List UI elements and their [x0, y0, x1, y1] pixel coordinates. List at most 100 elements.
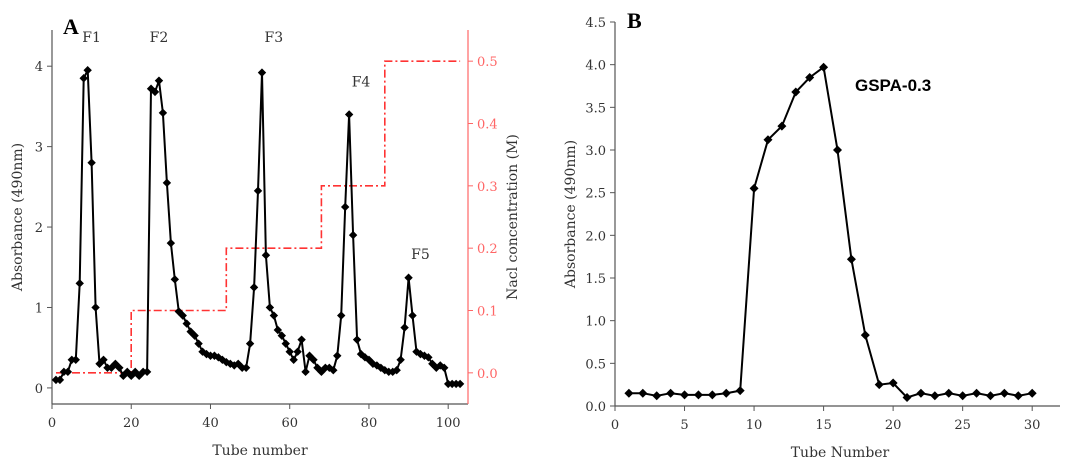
panel-b-y-axis-title: Absorbance (490nm) [563, 140, 579, 289]
panel-b-data-point [638, 388, 648, 398]
panel-a-y-tick-label: 1 [35, 301, 43, 316]
panel-b-data-point [930, 391, 940, 401]
panel-a-data-point [253, 186, 263, 196]
panel-a-data-point [285, 347, 294, 356]
panel-a-x-tick-label: 0 [48, 416, 56, 431]
panel-a-data-point [154, 76, 164, 85]
panel-a-data-point [408, 311, 417, 320]
panel-a-data-point [396, 355, 405, 364]
panel-b-data-point [666, 388, 676, 398]
panel-b-data-point [902, 392, 912, 402]
panel-b-markers [624, 62, 1037, 402]
panel-a-y2-tick-label: 0.5 [477, 55, 498, 70]
panel-b-sample-label: GSPA-0.3 [855, 76, 931, 95]
panel-a-y2-tick-label: 0.3 [477, 180, 498, 195]
panel-b-data-point [777, 121, 787, 131]
panel-b-data-point [944, 388, 954, 398]
panel-a-data-point [115, 363, 124, 373]
panel-a-x-tick-label: 20 [123, 416, 140, 431]
panel-b-data-point [1027, 388, 1037, 398]
panel-b-x-axis-title: Tube Number [791, 445, 890, 461]
panel-b-y-tick-label: 3.0 [585, 144, 606, 159]
panel-b-y-tick-label: 2.5 [585, 187, 606, 202]
panel-a-data-point [261, 251, 271, 260]
panel-a-data-point [273, 325, 283, 335]
panel-a-x-tick-label: 40 [202, 416, 219, 431]
panel-a-y-tick-label: 2 [35, 221, 43, 236]
panel-a-data-point [309, 355, 318, 364]
panel-a-peak-label: F4 [352, 74, 371, 90]
panel-a-data-point [348, 230, 358, 240]
panel-b: B 0 5 10 15 20 25 30 0.0 0.5 1.0 1.5 2.0 2.5 3.0 3.5 4… [563, 8, 1060, 461]
panel-a-data-point [392, 366, 401, 375]
panel-b-y-tick-label: 4.0 [585, 59, 606, 74]
panel-b-y-tick-label: 1.0 [585, 315, 606, 330]
panel-b-x-tick-label: 0 [611, 418, 619, 433]
panel-a-data-point [83, 66, 92, 75]
panel-a-data-point [230, 361, 239, 370]
panel-b-y-tick-label: 3.5 [585, 101, 606, 116]
panel-a-y2-ticks: 0.0 0.1 0.2 0.3 0.4 0.5 [468, 55, 498, 382]
panel-b-data-point [819, 62, 829, 72]
panel-b-data-point [958, 391, 968, 401]
panel-b-data-point [999, 388, 1009, 398]
panel-a-data-point [63, 367, 73, 377]
panel-b-series-line [628, 65, 1033, 399]
panel-b-y-tick-label: 0.5 [585, 357, 606, 372]
panel-a-data-point [281, 339, 290, 348]
panel-b-data-point [805, 72, 815, 82]
panel-b-data-point [707, 390, 717, 400]
panel-b-data-point [846, 254, 856, 264]
panel-a-data-point [142, 367, 152, 377]
panel-a-x-axis-title: Tube number [212, 443, 308, 459]
panel-a-data-point [424, 353, 433, 362]
panel-a-data-point [245, 339, 255, 348]
panel-b-data-point [833, 145, 842, 155]
panel-b-x-tick-label: 20 [885, 418, 902, 433]
panel-a-data-point [158, 108, 168, 118]
panel-a-data-point [79, 74, 88, 83]
panel-b-data-point [791, 87, 801, 97]
panel-a-data-point [71, 355, 80, 364]
panel-a-y-ticks: 0 1 2 3 4 [35, 60, 52, 397]
panel-a-data-point [170, 275, 180, 284]
panel-a-data-point [182, 319, 191, 328]
panel-b-data-point [652, 391, 662, 401]
panel-a-data-point [162, 178, 172, 188]
panel-a-y-axis-title: Absorbance (490nm) [10, 143, 26, 292]
panel-b-x-tick-label: 30 [1024, 418, 1041, 433]
panel-a-peak-label: F3 [265, 30, 284, 46]
panel-a-y-tick-label: 4 [35, 60, 43, 75]
panel-a-data-point [293, 347, 302, 356]
panel-b-x-tick-label: 15 [815, 418, 832, 433]
panel-b-data-point [1013, 391, 1023, 401]
panel-a-y-tick-label: 0 [35, 382, 43, 397]
panel-b-data-point [680, 390, 690, 400]
panel-b-y-tick-label: 0.0 [585, 400, 606, 415]
panel-a-data-point [265, 303, 275, 312]
panel-a-peak-labels: F1 F2 F3 F4 F5 [82, 30, 429, 263]
panel-b-data-point [888, 378, 898, 388]
panel-b-data-point [985, 391, 995, 401]
panel-a-letter: A [63, 14, 79, 39]
panel-b-data-point [763, 135, 773, 145]
panel-a-data-point [75, 279, 84, 288]
panel-b-x-tick-label: 25 [954, 418, 971, 433]
panel-b-data-point [916, 388, 926, 398]
panel-b-data-point [860, 330, 870, 340]
panel-a-data-point [455, 379, 465, 389]
panel-a-y2-tick-label: 0.2 [477, 242, 498, 257]
panel-a-y2-tick-label: 0.0 [477, 367, 498, 382]
panel-a-data-point [178, 311, 187, 320]
panel-b-data-point [721, 388, 731, 398]
panel-a-y2-axis-title: Nacl concentration (M) [505, 134, 521, 300]
panel-a-data-point [166, 238, 176, 248]
panel-b-x-tick-label: 5 [680, 418, 688, 433]
panel-a-data-point [150, 87, 160, 97]
panel-a-data-point [241, 363, 251, 373]
panel-a-data-point [269, 311, 279, 320]
panel-b-y-tick-label: 2.0 [585, 229, 606, 244]
panel-a-data-point [249, 283, 259, 292]
panel-a-data-point [194, 339, 203, 348]
